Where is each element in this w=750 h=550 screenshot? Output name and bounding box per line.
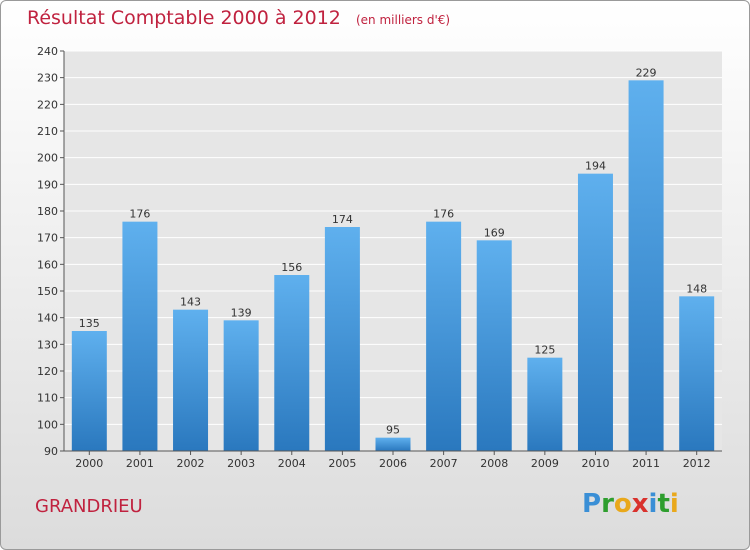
bar (122, 221, 158, 451)
data-label: 125 (534, 344, 555, 357)
data-label: 95 (386, 424, 400, 437)
bar (223, 320, 259, 451)
y-tick-label: 150 (37, 285, 58, 298)
x-tick-label: 2005 (328, 457, 356, 470)
data-label: 169 (484, 226, 505, 239)
y-tick-label: 110 (37, 392, 58, 405)
logo-letter: i (669, 489, 679, 519)
x-tick-label: 2004 (278, 457, 306, 470)
data-label: 143 (180, 296, 201, 309)
data-label: 148 (686, 282, 707, 295)
bar (628, 80, 664, 451)
commune-name: GRANDRIEU (35, 496, 143, 517)
bar (375, 437, 411, 451)
bars: 135 176 143 139 156 174 95 176 169 125 194 229 148 (71, 66, 715, 451)
y-tick-label: 90 (44, 445, 58, 458)
data-label: 176 (129, 208, 150, 221)
x-tick-label: 2012 (683, 457, 711, 470)
x-tick-label: 2006 (379, 457, 407, 470)
y-tick-label: 130 (37, 338, 58, 351)
x-tick-label: 2000 (75, 457, 103, 470)
x-tick-label: 2008 (480, 457, 508, 470)
data-label: 194 (585, 160, 606, 173)
bar (324, 227, 360, 451)
x-tick-label: 2003 (227, 457, 255, 470)
x-tick-label: 2009 (531, 457, 559, 470)
y-axis: 90 100 110 120 130 140 150 160 170 180 190 200 210 22… (37, 45, 65, 458)
y-tick-label: 200 (37, 152, 58, 165)
logo-letter: P (582, 489, 602, 519)
bar (577, 173, 613, 451)
x-tick-label: 2001 (126, 457, 154, 470)
logo-letter: x (631, 489, 649, 519)
bar (679, 296, 715, 451)
proxiti-logo: Proxiti (582, 489, 679, 519)
data-label: 229 (636, 66, 657, 79)
logo-letter: t (657, 489, 670, 519)
x-tick-label: 2010 (581, 457, 609, 470)
y-tick-label: 210 (37, 125, 58, 138)
y-tick-label: 170 (37, 232, 58, 245)
y-tick-label: 120 (37, 365, 58, 378)
x-axis: 2000 2001 2002 2003 2004 2005 2006 2007 2008 2009… (64, 450, 722, 470)
y-tick-label: 240 (37, 45, 58, 58)
bar (173, 309, 209, 451)
y-tick-label: 220 (37, 98, 58, 111)
logo-letter: r (601, 489, 614, 519)
logo-letter: i (648, 489, 658, 519)
x-tick-label: 2002 (177, 457, 205, 470)
y-tick-label: 230 (37, 72, 58, 85)
data-label: 174 (332, 213, 353, 226)
y-tick-label: 180 (37, 205, 58, 218)
chart-title-unit: (en milliers d'€) (355, 13, 451, 27)
y-tick-label: 190 (37, 178, 58, 191)
bar (426, 221, 462, 451)
chart-title-main: Résultat Comptable 2000 à 2012 (27, 7, 341, 29)
bar (274, 275, 310, 451)
x-tick-label: 2007 (430, 457, 458, 470)
logo-letter: o (613, 489, 632, 519)
bar (71, 331, 107, 451)
bar (476, 240, 512, 451)
data-label: 139 (231, 306, 252, 319)
bar (527, 357, 563, 451)
plot-area (64, 51, 722, 451)
data-label: 156 (281, 261, 302, 274)
data-label: 135 (79, 317, 100, 330)
grid-lines (64, 50, 722, 452)
y-tick-label: 100 (37, 418, 58, 431)
chart-title: Résultat Comptable 2000 à 2012 (en milli… (27, 7, 450, 29)
y-tick-label: 160 (37, 258, 58, 271)
data-label: 176 (433, 208, 454, 221)
x-tick-label: 2011 (632, 457, 660, 470)
y-tick-label: 140 (37, 312, 58, 325)
